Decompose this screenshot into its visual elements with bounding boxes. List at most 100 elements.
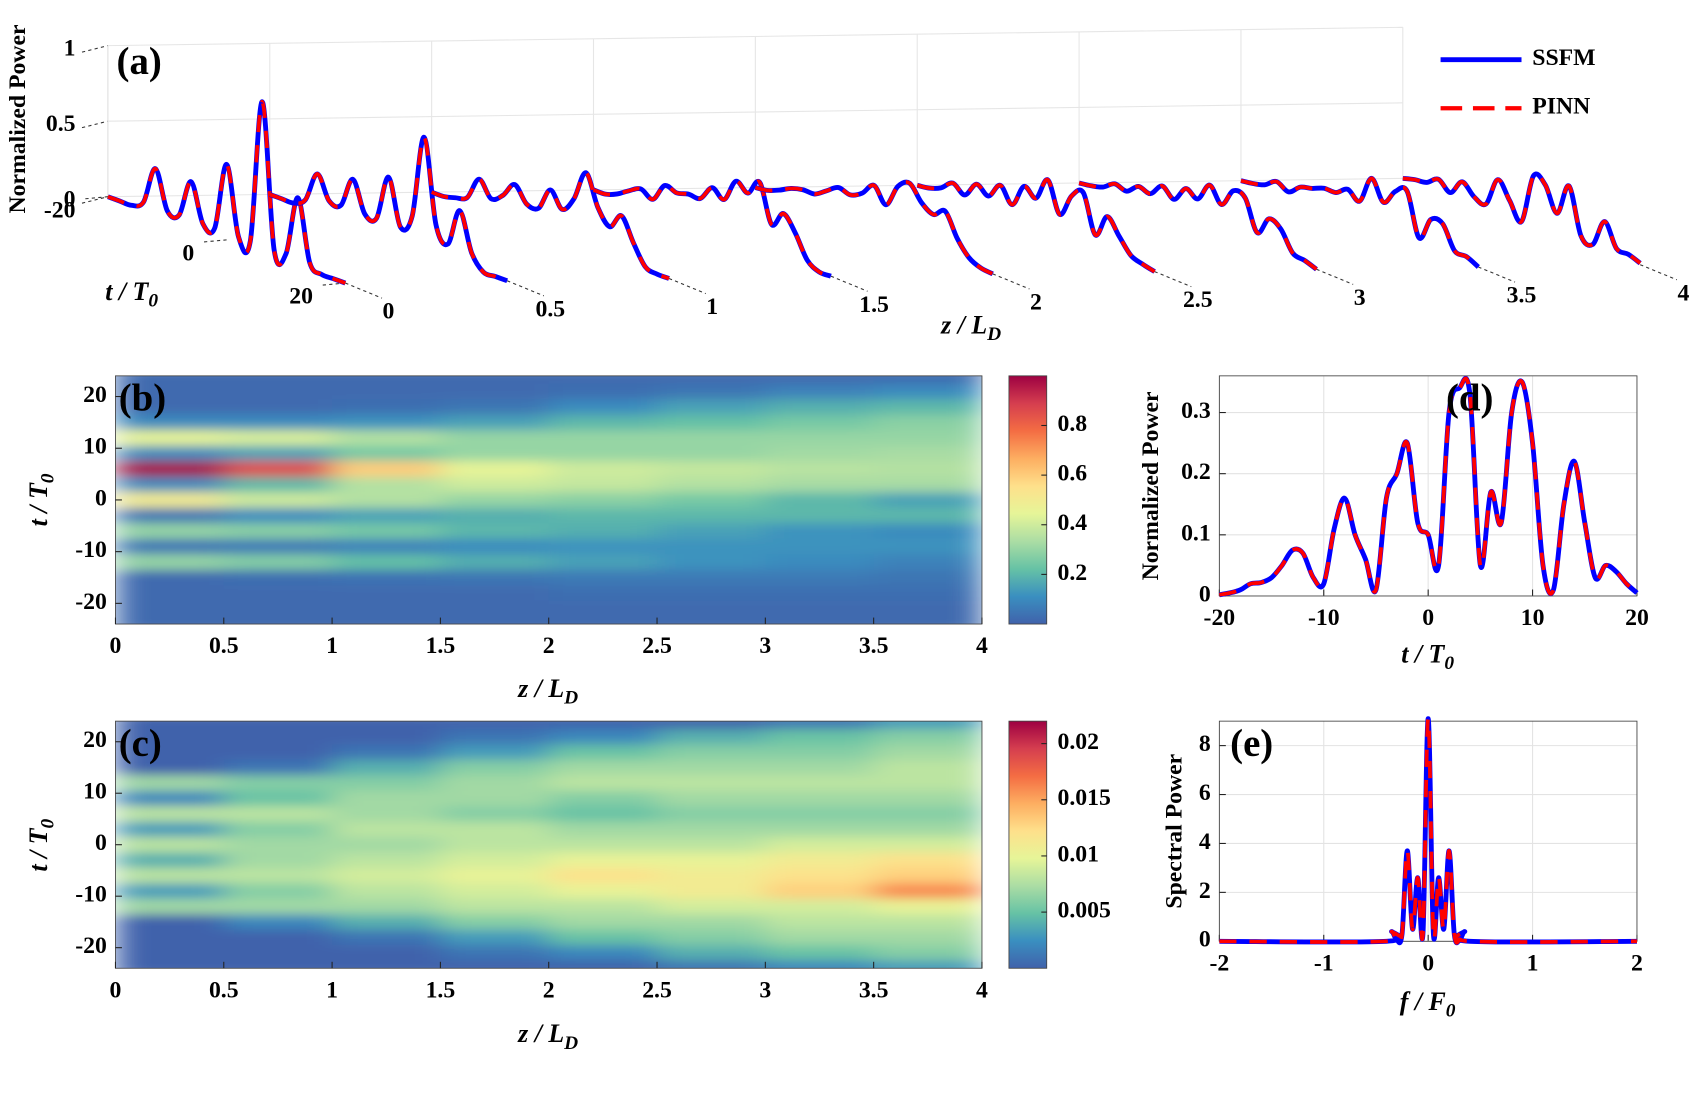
heatmap-cell bbox=[548, 945, 658, 962]
profile-line bbox=[1078, 181, 1318, 271]
heatmap-cell bbox=[332, 616, 442, 625]
heatmap-cell bbox=[657, 883, 766, 900]
heatmap-cell bbox=[440, 383, 550, 400]
heatmap-cell bbox=[115, 414, 225, 431]
heatmap-cell bbox=[332, 914, 442, 931]
x-tick-label: 0 bbox=[110, 977, 122, 1003]
heatmap-cell bbox=[548, 744, 658, 761]
heatmap-cell bbox=[332, 806, 442, 823]
profile-line bbox=[1240, 176, 1480, 269]
heatmap-cell bbox=[657, 523, 766, 540]
heatmap-cell bbox=[332, 945, 442, 962]
z-tick-label: 1.5 bbox=[859, 292, 889, 318]
y-tick-label: 0 bbox=[95, 830, 107, 856]
heatmap-cell bbox=[873, 836, 982, 854]
heatmap-cell bbox=[440, 569, 550, 586]
heatmap-cell bbox=[223, 960, 333, 969]
t-tick bbox=[321, 282, 346, 286]
y-axis-label: Normalized Power bbox=[1138, 391, 1164, 580]
heatmap-cell bbox=[657, 744, 766, 761]
heatmap-cell bbox=[440, 507, 550, 524]
heatmap-cell bbox=[223, 759, 333, 776]
y-tick-label: 0.3 bbox=[1181, 398, 1211, 424]
heatmap-cell bbox=[765, 445, 875, 462]
x-tick-label: 0 bbox=[1422, 605, 1434, 631]
heatmap-cell bbox=[440, 616, 550, 625]
heatmap-cell bbox=[440, 744, 550, 761]
x-axis-label-sub: D bbox=[986, 324, 1001, 345]
heatmap-cell bbox=[765, 585, 875, 602]
heatmap-cell bbox=[548, 461, 658, 478]
heatmap-cell bbox=[332, 383, 442, 400]
heatmap-cell bbox=[223, 476, 333, 493]
heatmap-cell bbox=[765, 507, 875, 524]
heatmap-cell bbox=[223, 836, 333, 854]
heatmap-cell bbox=[765, 867, 875, 884]
x-tick-label: 2 bbox=[543, 977, 555, 1003]
y-tick-label: -10 bbox=[75, 882, 107, 908]
heatmap-cell bbox=[873, 445, 982, 462]
heatmap-cell bbox=[332, 476, 442, 493]
heatmap-cell bbox=[332, 883, 442, 900]
panel-label: (a) bbox=[117, 40, 162, 83]
heatmap-cell bbox=[657, 836, 766, 854]
heatmap-cell bbox=[873, 883, 982, 900]
heatmap-cell bbox=[873, 430, 982, 447]
heatmap-cell bbox=[223, 883, 333, 900]
heatmap-cell bbox=[548, 414, 658, 431]
heatmap-cell bbox=[332, 728, 442, 745]
heatmap-cell bbox=[873, 721, 982, 730]
heatmap bbox=[115, 721, 982, 969]
heatmap-cell bbox=[332, 430, 442, 447]
heatmap-cell bbox=[332, 523, 442, 540]
heatmap-cell bbox=[223, 821, 333, 838]
profile-line bbox=[592, 179, 832, 278]
heatmap-cell bbox=[115, 821, 225, 838]
x-axis-label-sub: 0 bbox=[1444, 653, 1454, 674]
heatmap-cell bbox=[440, 806, 550, 823]
heatmap-cell bbox=[548, 507, 658, 524]
heatmap-cell bbox=[440, 600, 550, 617]
y-tick-label: -10 bbox=[75, 537, 107, 563]
heatmap-cell bbox=[548, 585, 658, 602]
x-tick-label: 3.5 bbox=[859, 633, 889, 659]
z-tick bbox=[992, 273, 1030, 290]
heatmap-cell bbox=[440, 538, 550, 555]
p-tick-label: 0.5 bbox=[46, 111, 76, 137]
heatmap-cell bbox=[115, 375, 225, 385]
legend-label: PINN bbox=[1532, 94, 1590, 120]
heatmap-cell bbox=[440, 554, 550, 571]
heatmap-cell bbox=[873, 790, 982, 807]
heatmap-cell bbox=[657, 821, 766, 838]
heatmap-cell bbox=[440, 476, 550, 493]
heatmap-cell bbox=[657, 383, 766, 400]
heatmap-cell bbox=[115, 507, 225, 524]
heatmap-cell bbox=[657, 461, 766, 478]
y-axis-label-main: t / T bbox=[24, 827, 53, 871]
z-tick bbox=[1639, 264, 1678, 281]
heatmap-cell bbox=[765, 569, 875, 586]
heatmap-cell bbox=[440, 883, 550, 900]
z-tick-label: 0.5 bbox=[536, 296, 566, 322]
heatmap-cell bbox=[440, 960, 550, 969]
x-tick-label: -10 bbox=[1308, 605, 1340, 631]
heatmap-cell bbox=[657, 806, 766, 823]
profile-line bbox=[754, 180, 994, 276]
x-tick-label: 1 bbox=[1527, 950, 1539, 976]
x-tick-label: 4 bbox=[976, 633, 988, 659]
heatmap-cell bbox=[873, 616, 982, 625]
heatmap-cell bbox=[657, 476, 766, 493]
heatmap-cell bbox=[115, 721, 225, 730]
x-tick-label: 20 bbox=[1625, 605, 1649, 631]
heatmap-cell bbox=[765, 775, 875, 792]
heatmap-cell bbox=[873, 399, 982, 416]
heatmap-cell bbox=[332, 759, 442, 776]
heatmap-cell bbox=[332, 867, 442, 884]
heatmap-cell bbox=[873, 492, 982, 509]
z-tick-label: 0 bbox=[383, 299, 395, 325]
heatmap-cell bbox=[548, 600, 658, 617]
heatmap-cell bbox=[223, 430, 333, 447]
series-line bbox=[1219, 376, 1639, 597]
heatmap-cell bbox=[765, 960, 875, 969]
y-tick-label: 0.1 bbox=[1181, 520, 1211, 546]
